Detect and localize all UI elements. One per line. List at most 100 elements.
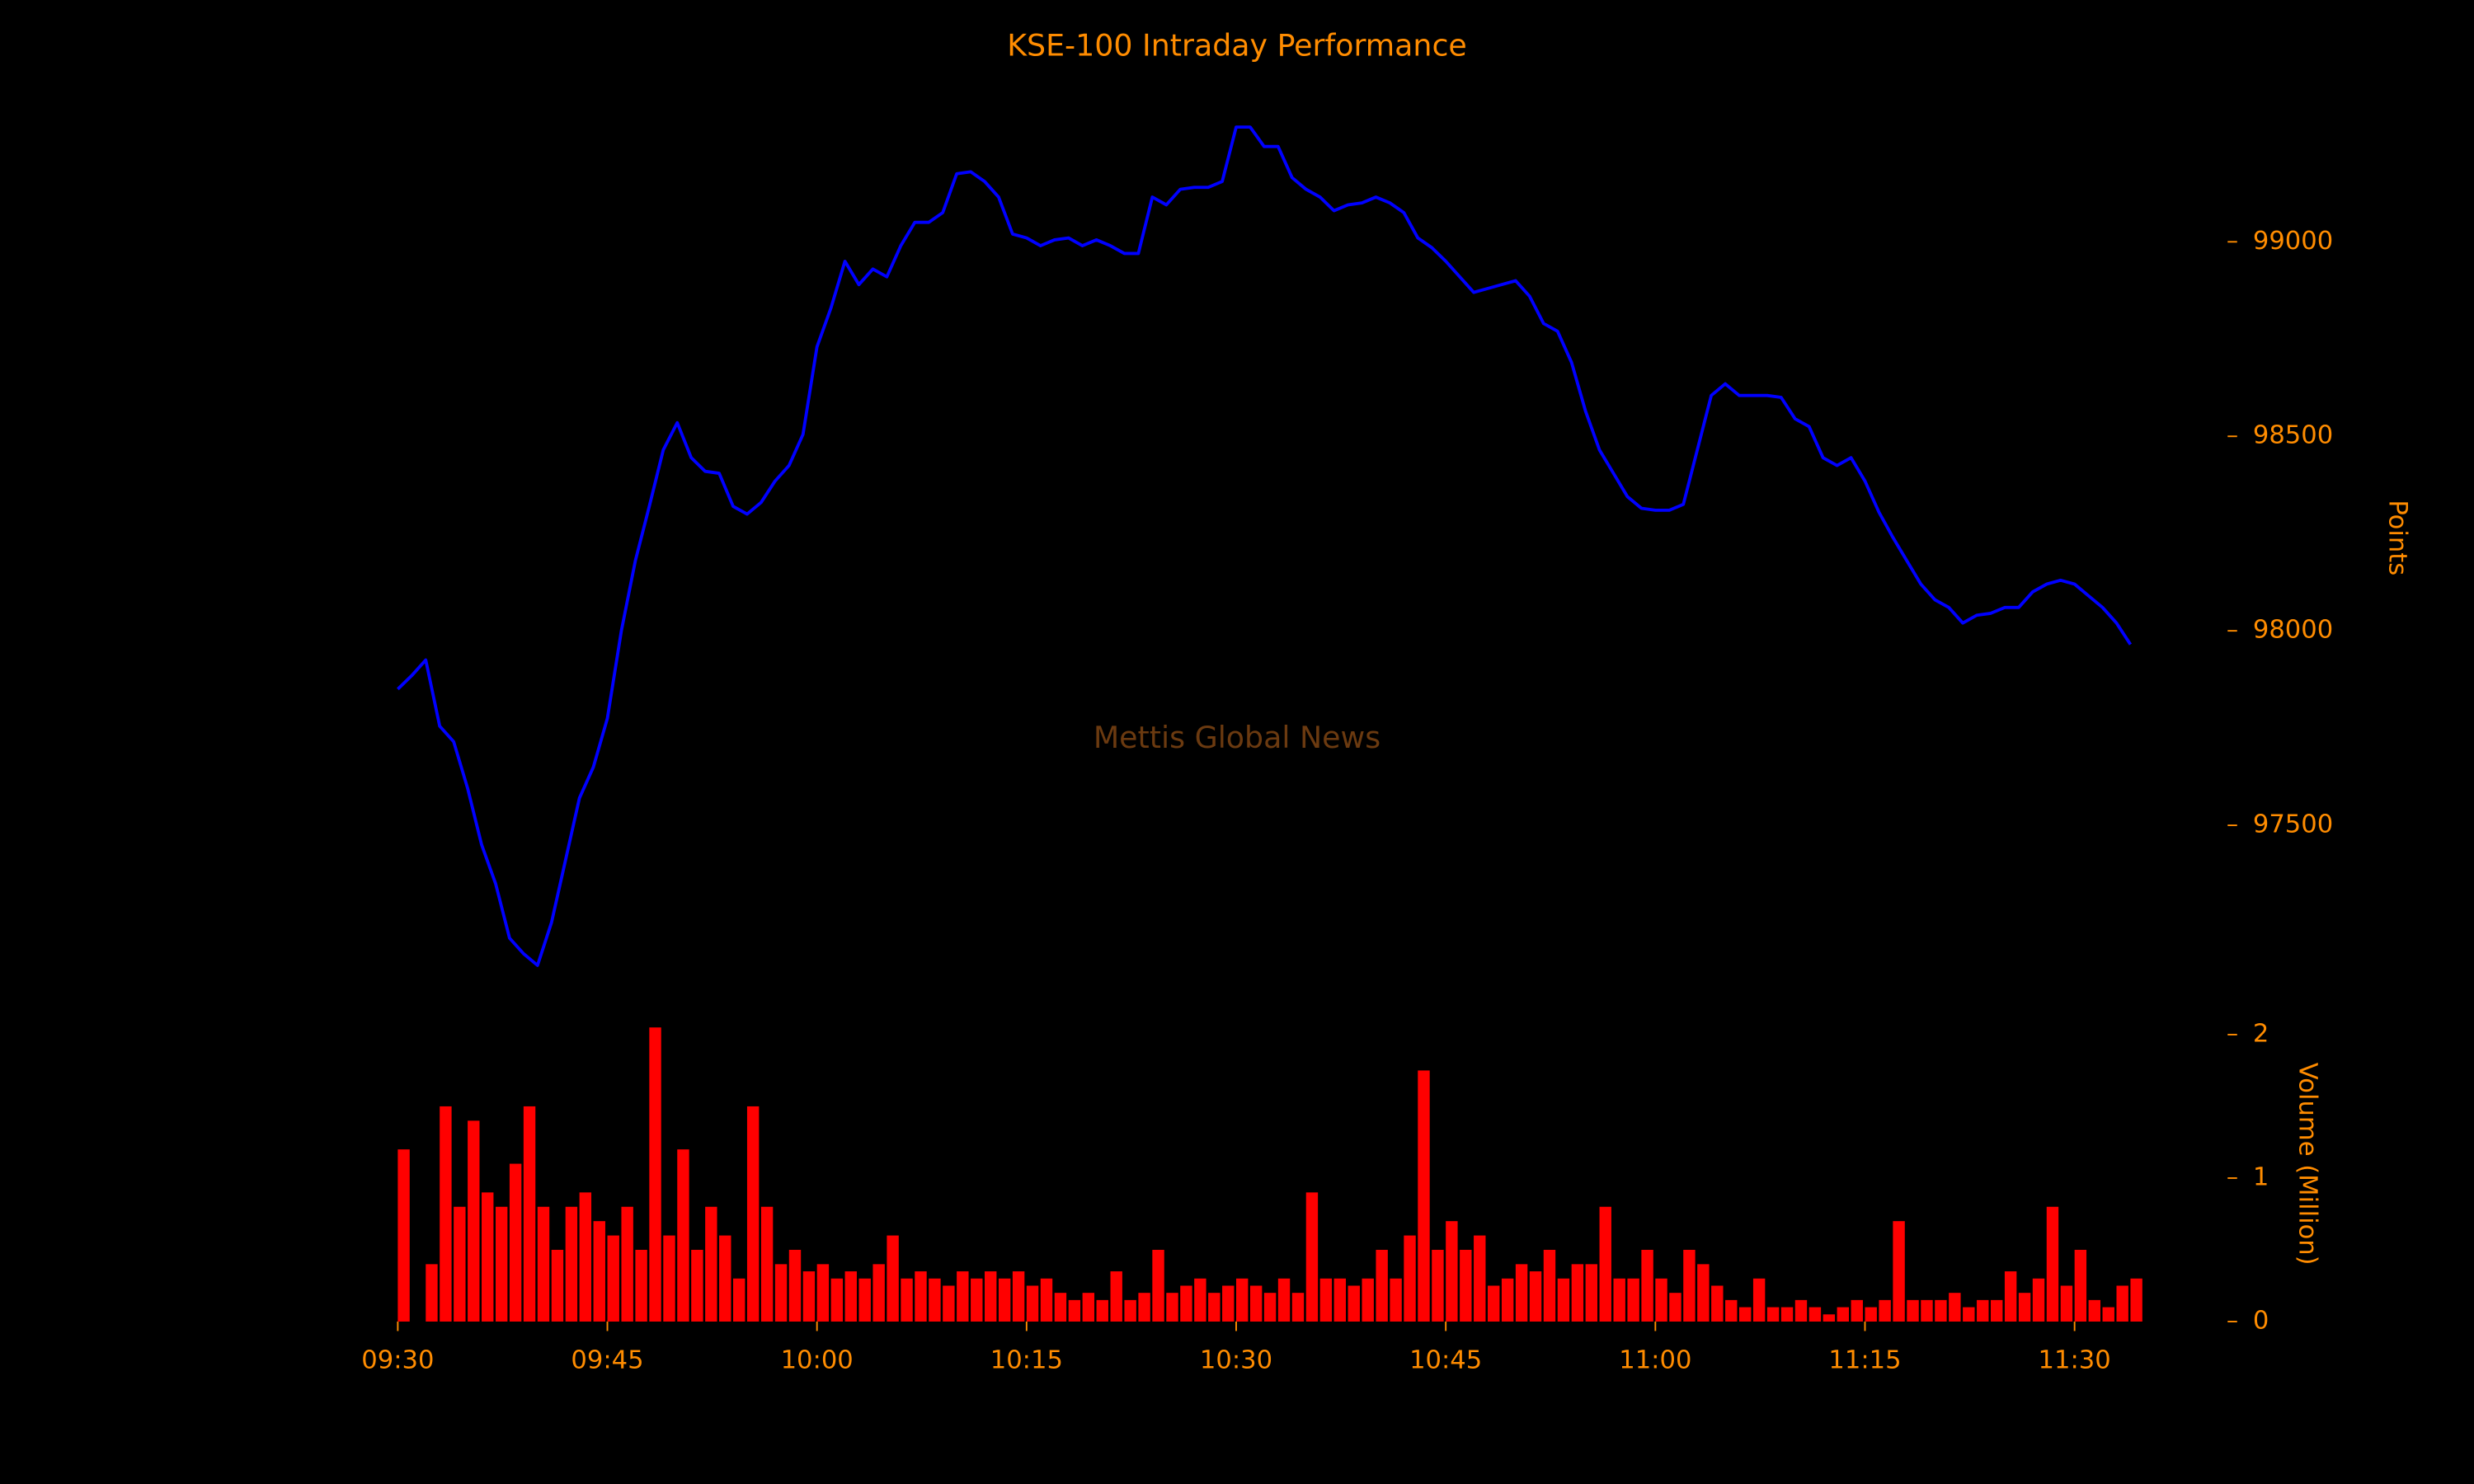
volume-bar bbox=[607, 1235, 619, 1322]
x-tick-label: 09:30 bbox=[361, 1345, 434, 1374]
volume-bar bbox=[887, 1235, 899, 1322]
x-tick-label: 11:15 bbox=[1828, 1345, 1901, 1374]
volume-bar bbox=[774, 1264, 788, 1322]
volume-bar bbox=[1893, 1221, 1905, 1322]
volume-bar bbox=[985, 1271, 997, 1322]
y-axis-label: Volume (Million) bbox=[2293, 1063, 2321, 1266]
volume-bar bbox=[1110, 1271, 1122, 1322]
volume-bar bbox=[1851, 1299, 1863, 1322]
volume-bar bbox=[426, 1264, 438, 1322]
volume-bar bbox=[1515, 1264, 1528, 1322]
volume-bar bbox=[746, 1106, 760, 1322]
volume-bar bbox=[1613, 1278, 1625, 1322]
volume-bar bbox=[593, 1221, 605, 1322]
volume-bar bbox=[677, 1149, 689, 1322]
volume-bar bbox=[1166, 1293, 1178, 1322]
volume-bar bbox=[760, 1206, 774, 1322]
x-tick-label: 11:30 bbox=[2039, 1345, 2111, 1374]
y-tick-label: 97500 bbox=[2253, 810, 2333, 839]
volume-bar bbox=[1808, 1307, 1822, 1322]
volume-bar bbox=[1180, 1285, 1192, 1322]
volume-bar bbox=[844, 1271, 857, 1322]
volume-bar bbox=[579, 1192, 592, 1322]
volume-bar bbox=[691, 1249, 703, 1322]
volume-bar bbox=[468, 1120, 480, 1322]
volume-bar bbox=[802, 1271, 816, 1322]
volume-bar bbox=[1949, 1293, 1961, 1322]
volume-bar bbox=[1501, 1278, 1514, 1322]
volume-bar bbox=[1124, 1299, 1136, 1322]
volume-bar bbox=[858, 1278, 871, 1322]
volume-bar bbox=[397, 1149, 410, 1322]
volume-bar bbox=[2060, 1285, 2073, 1322]
volume-bar bbox=[1222, 1285, 1235, 1322]
volume-bar bbox=[1543, 1249, 1556, 1322]
y-tick-label: 1 bbox=[2253, 1162, 2269, 1191]
volume-bar bbox=[1474, 1235, 1486, 1322]
volume-bar bbox=[915, 1271, 927, 1322]
volume-bar bbox=[719, 1235, 731, 1322]
volume-bar bbox=[523, 1106, 536, 1322]
volume-bar bbox=[1263, 1293, 1277, 1322]
volume-bar bbox=[1390, 1278, 1402, 1322]
y-tick-label: 2 bbox=[2253, 1019, 2269, 1048]
y-axis-label: Points bbox=[2382, 500, 2411, 575]
volume-bar bbox=[565, 1206, 578, 1322]
volume-bar bbox=[649, 1027, 661, 1322]
volume-bar bbox=[943, 1285, 955, 1322]
volume-bar bbox=[1921, 1299, 1933, 1322]
x-tick-label: 10:15 bbox=[990, 1345, 1063, 1374]
x-tick-label: 10:30 bbox=[1200, 1345, 1272, 1374]
volume-bar bbox=[1138, 1293, 1150, 1322]
volume-bar bbox=[1571, 1264, 1584, 1322]
volume-bar bbox=[663, 1235, 675, 1322]
volume-bar bbox=[1837, 1307, 1850, 1322]
volume-bar bbox=[1683, 1249, 1696, 1322]
volume-bar bbox=[1669, 1293, 1681, 1322]
volume-bar bbox=[1711, 1285, 1724, 1322]
volume-bar bbox=[1641, 1249, 1653, 1322]
volume-bar bbox=[1865, 1307, 1877, 1322]
volume-bar bbox=[1627, 1278, 1639, 1322]
volume-bar bbox=[1376, 1249, 1388, 1322]
volume-bar bbox=[2102, 1307, 2114, 1322]
volume-bar bbox=[2074, 1249, 2087, 1322]
volume-bar bbox=[1780, 1307, 1794, 1322]
x-tick-label: 10:45 bbox=[1409, 1345, 1482, 1374]
volume-bar bbox=[1794, 1299, 1808, 1322]
volume-bar bbox=[788, 1249, 802, 1322]
volume-bar bbox=[1333, 1278, 1347, 1322]
price-line bbox=[397, 125, 2133, 967]
volume-bar bbox=[440, 1106, 452, 1322]
volume-bar bbox=[537, 1206, 550, 1322]
volume-bar bbox=[705, 1206, 717, 1322]
volume-bar bbox=[1082, 1293, 1095, 1322]
y-tick-label: 98500 bbox=[2253, 421, 2333, 450]
volume-bar bbox=[1026, 1285, 1039, 1322]
volume-bar bbox=[971, 1278, 983, 1322]
volume-bar bbox=[1766, 1307, 1780, 1322]
volume-bar bbox=[2018, 1293, 2031, 1322]
volume-bar bbox=[1557, 1278, 1570, 1322]
volume-bar bbox=[872, 1264, 885, 1322]
volume-bar bbox=[621, 1206, 633, 1322]
volume-bar bbox=[1599, 1206, 1611, 1322]
volume-bar bbox=[1418, 1070, 1430, 1322]
volume-bar bbox=[816, 1264, 830, 1322]
volume-bar bbox=[1725, 1299, 1738, 1322]
volume-bar bbox=[2130, 1278, 2142, 1322]
chart-title: KSE-100 Intraday Performance bbox=[1007, 27, 1467, 63]
y-tick-label: 98000 bbox=[2253, 616, 2333, 645]
volume-bar bbox=[1432, 1249, 1444, 1322]
volume-bar bbox=[929, 1278, 941, 1322]
volume-bar bbox=[901, 1278, 913, 1322]
volume-bar bbox=[1291, 1293, 1305, 1322]
volume-bar bbox=[957, 1271, 969, 1322]
y-tick-label: 99000 bbox=[2253, 227, 2333, 256]
volume-bar bbox=[2004, 1271, 2017, 1322]
volume-bar bbox=[482, 1192, 494, 1322]
volume-bar bbox=[1585, 1264, 1598, 1322]
volume-bar bbox=[1068, 1299, 1081, 1322]
